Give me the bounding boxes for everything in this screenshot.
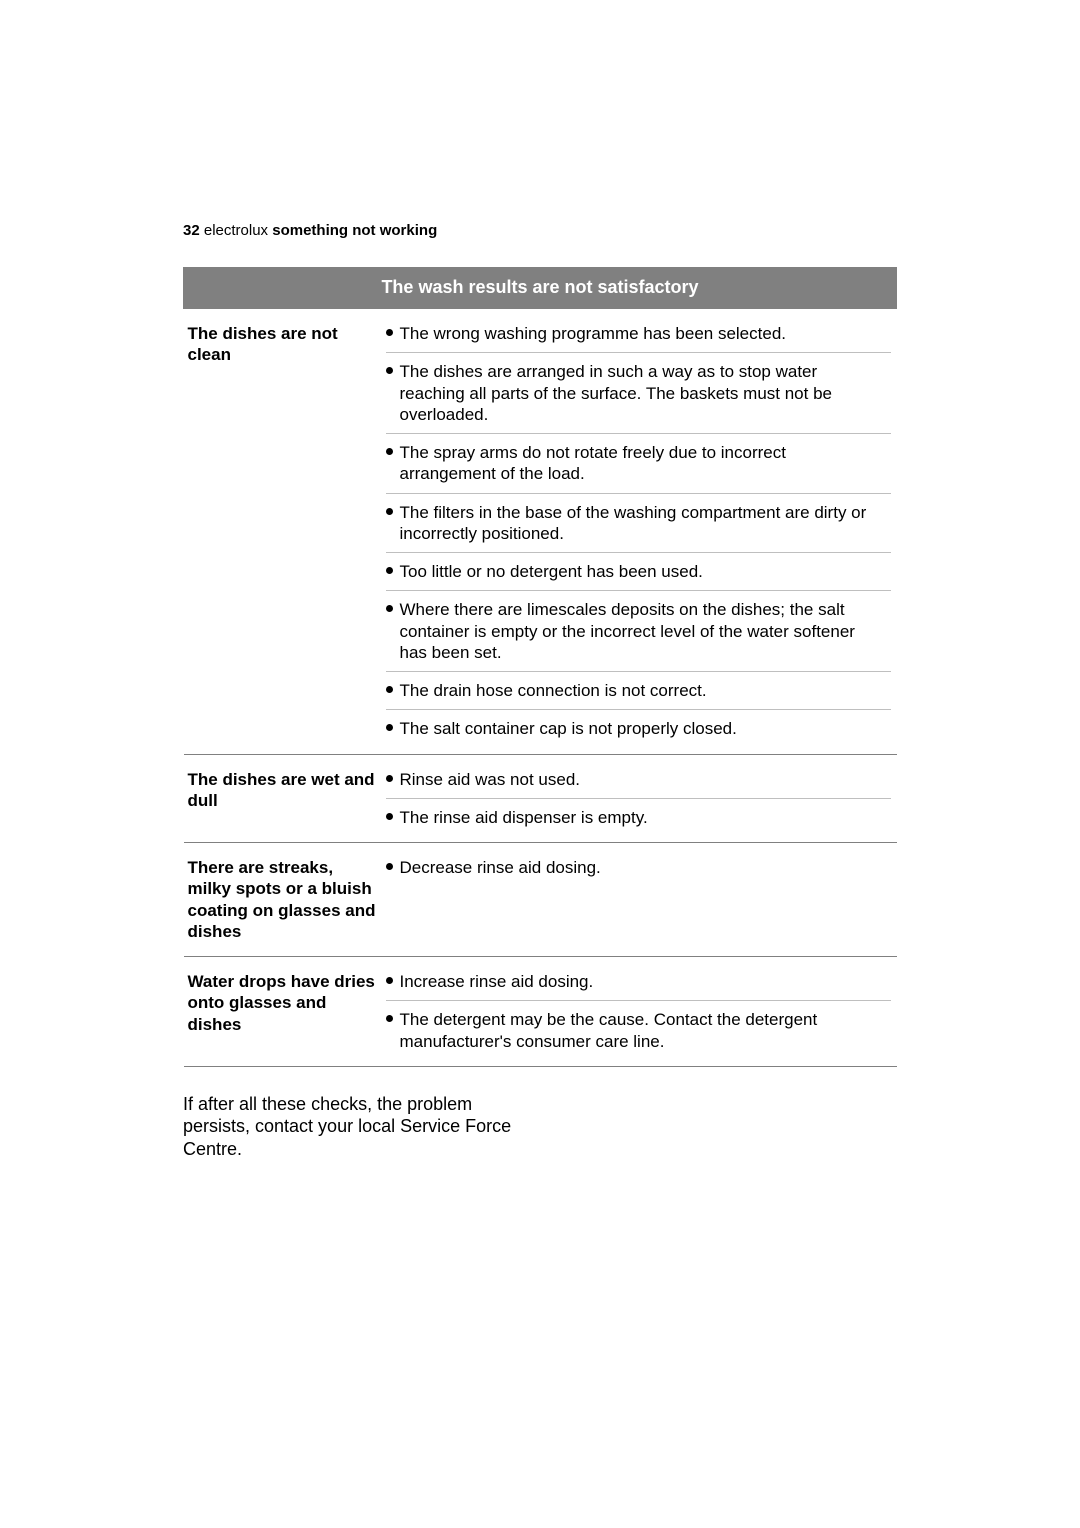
- manual-page: 32 electrolux something not working The …: [0, 0, 1080, 1528]
- running-header: 32 electrolux something not working: [183, 222, 897, 239]
- footer-note: If after all these checks, the problem p…: [183, 1093, 543, 1161]
- brand-name: electrolux: [204, 222, 268, 239]
- cause-cell: Rinse aid was not used. The rinse aid di…: [384, 755, 897, 843]
- cause-cell: Increase rinse aid dosing. The detergent…: [384, 957, 897, 1066]
- troubleshooting-table: The wash results are not satisfactory Th…: [183, 267, 897, 1067]
- cause-list: Decrease rinse aid dosing.: [386, 849, 891, 886]
- table-row: There are streaks, milky spots or a blui…: [184, 843, 897, 957]
- list-item: The filters in the base of the washing c…: [386, 493, 891, 553]
- cause-list: Increase rinse aid dosing. The detergent…: [386, 963, 891, 1060]
- page-number: 32: [183, 222, 200, 239]
- list-item: The wrong washing programme has been sel…: [386, 315, 891, 352]
- table-row: Water drops have dries onto glasses and …: [184, 957, 897, 1067]
- cause-cell: The wrong washing programme has been sel…: [384, 309, 897, 754]
- problem-label: The dishes are not clean: [184, 309, 384, 380]
- list-item: The rinse aid dispenser is empty.: [386, 798, 891, 836]
- list-item: The drain hose connection is not correct…: [386, 671, 891, 709]
- problem-label: The dishes are wet and dull: [184, 755, 384, 826]
- table-header: The wash results are not satisfactory: [184, 268, 897, 309]
- list-item: The dishes are arranged in such a way as…: [386, 352, 891, 433]
- table-row: The dishes are not clean The wrong washi…: [184, 309, 897, 755]
- cause-list: Rinse aid was not used. The rinse aid di…: [386, 761, 891, 837]
- list-item: The salt container cap is not properly c…: [386, 709, 891, 747]
- cause-cell: Decrease rinse aid dosing.: [384, 843, 897, 892]
- problem-label: Water drops have dries onto glasses and …: [184, 957, 384, 1049]
- list-item: Rinse aid was not used.: [386, 761, 891, 798]
- cause-list: The wrong washing programme has been sel…: [386, 315, 891, 748]
- list-item: Decrease rinse aid dosing.: [386, 849, 891, 886]
- list-item: Too little or no detergent has been used…: [386, 552, 891, 590]
- list-item: The detergent may be the cause. Contact …: [386, 1000, 891, 1060]
- table-row: The dishes are wet and dull Rinse aid wa…: [184, 754, 897, 843]
- list-item: The spray arms do not rotate freely due …: [386, 433, 891, 493]
- section-title: something not working: [272, 222, 437, 239]
- list-item: Increase rinse aid dosing.: [386, 963, 891, 1000]
- problem-label: There are streaks, milky spots or a blui…: [184, 843, 384, 956]
- list-item: Where there are limescales deposits on t…: [386, 590, 891, 671]
